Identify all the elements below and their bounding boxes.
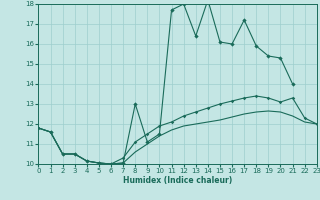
- X-axis label: Humidex (Indice chaleur): Humidex (Indice chaleur): [123, 176, 232, 185]
